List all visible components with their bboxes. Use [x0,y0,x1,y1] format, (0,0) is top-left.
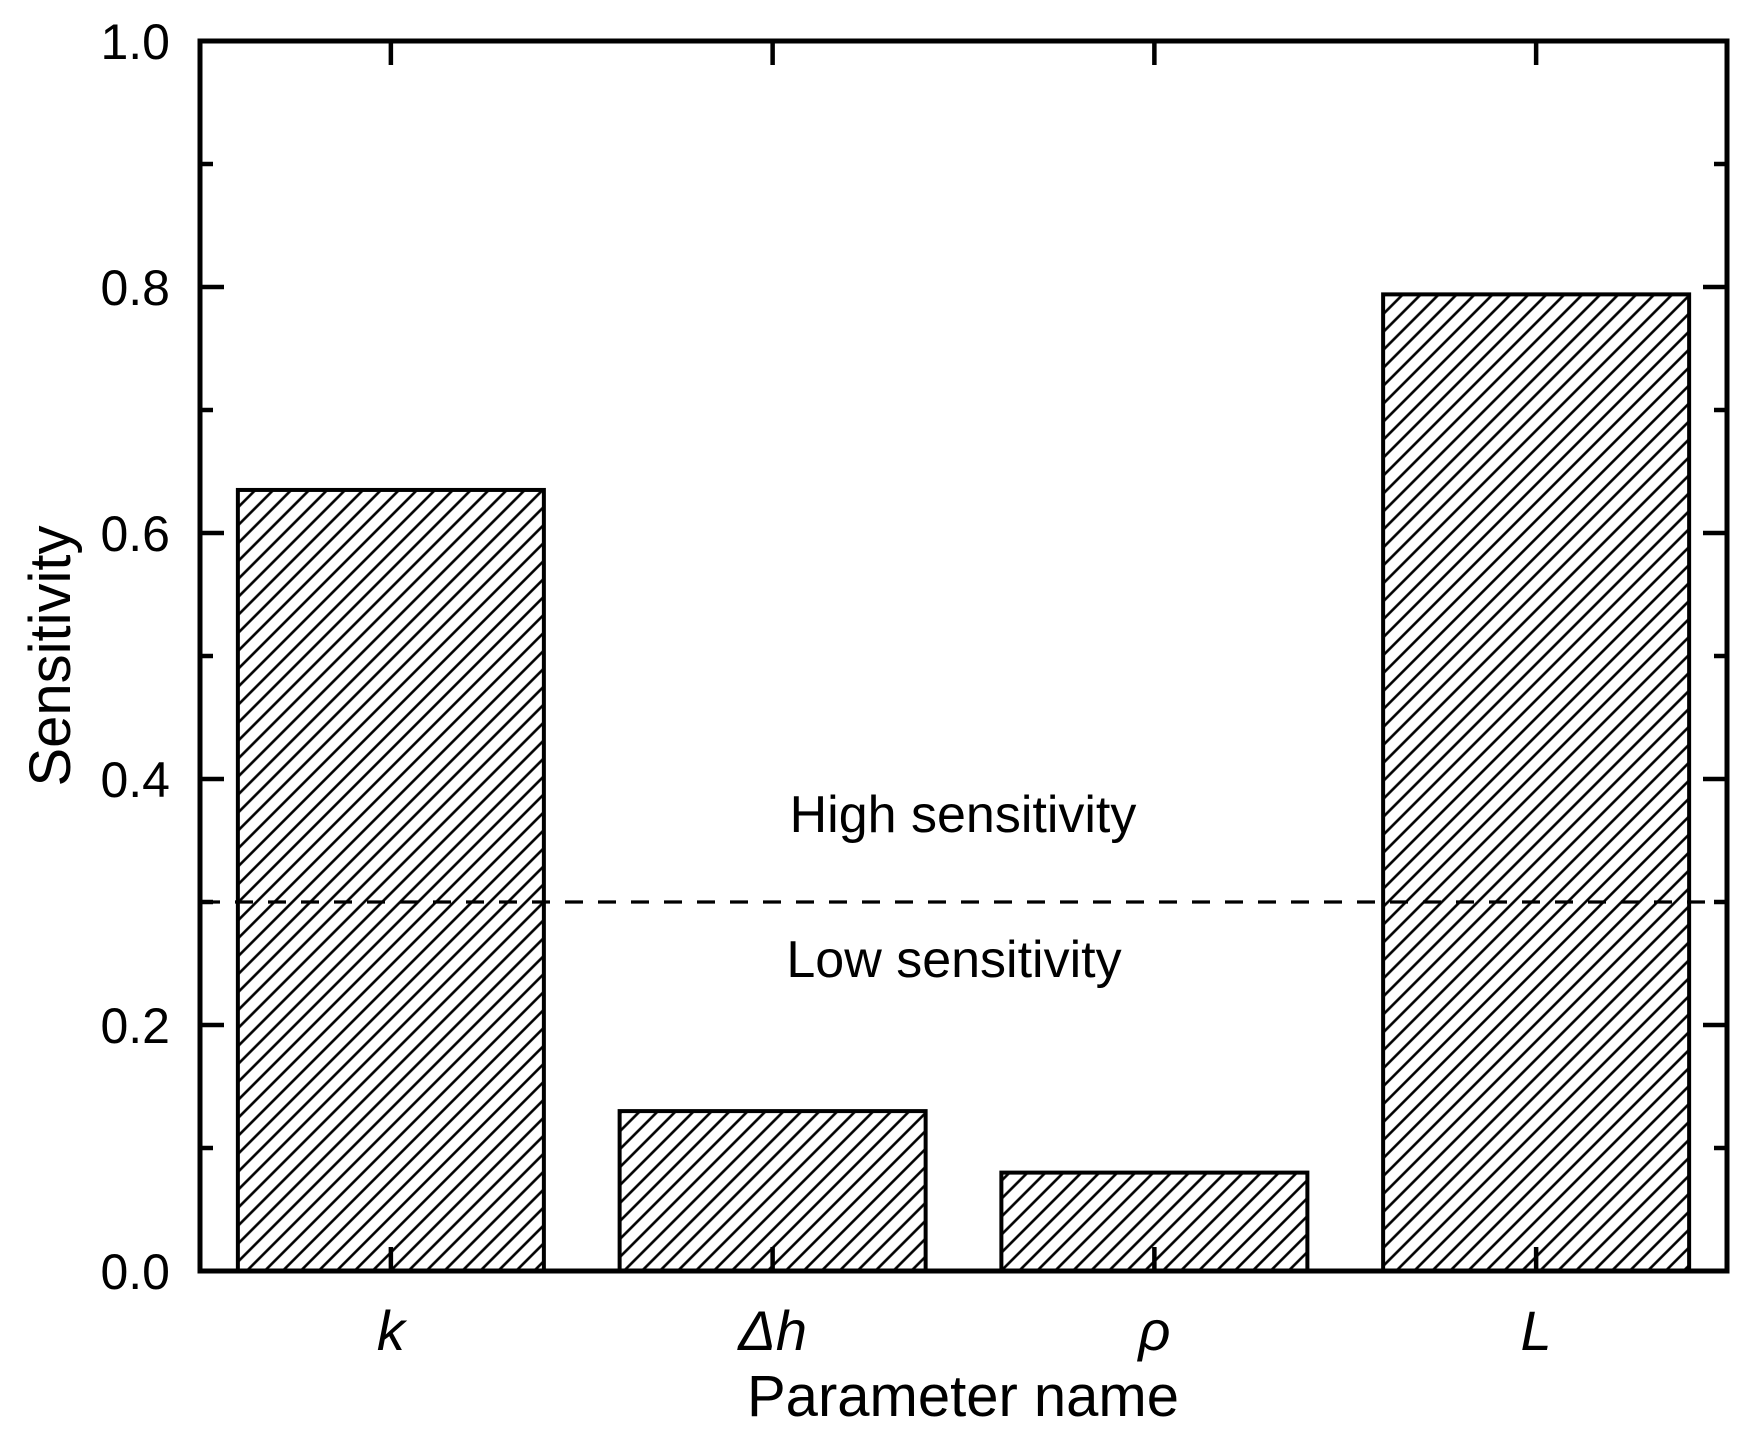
bar-l [1381,292,1692,1273]
y-tick-label: 0.0 [100,1244,170,1300]
y-tick-label: 0.4 [100,752,170,808]
y-tick-labels: 0.0 0.2 0.4 0.6 0.8 1.0 [100,14,170,1300]
bars-group [235,292,1692,1273]
bar-k [235,487,546,1273]
y-axis-title: Sensitivity [18,525,83,786]
y-tick-label: 0.2 [100,998,170,1054]
x-axis-title: Parameter name [747,1364,1179,1429]
x-tick-label-rho: ρ [1136,1299,1170,1362]
x-tick-label-l: L [1521,1299,1552,1362]
high-sensitivity-annotation: High sensitivity [790,786,1137,844]
x-tick-labels: k Δh ρ L [377,1299,1552,1362]
bar-delta-h [617,1109,928,1273]
x-tick-label-k: k [377,1299,408,1362]
y-tick-label: 0.8 [100,260,170,316]
y-tick-label: 1.0 [100,14,170,70]
x-tick-label-delta-h: Δh [736,1299,807,1362]
low-sensitivity-annotation: Low sensitivity [786,931,1121,989]
y-tick-label: 0.6 [100,506,170,562]
